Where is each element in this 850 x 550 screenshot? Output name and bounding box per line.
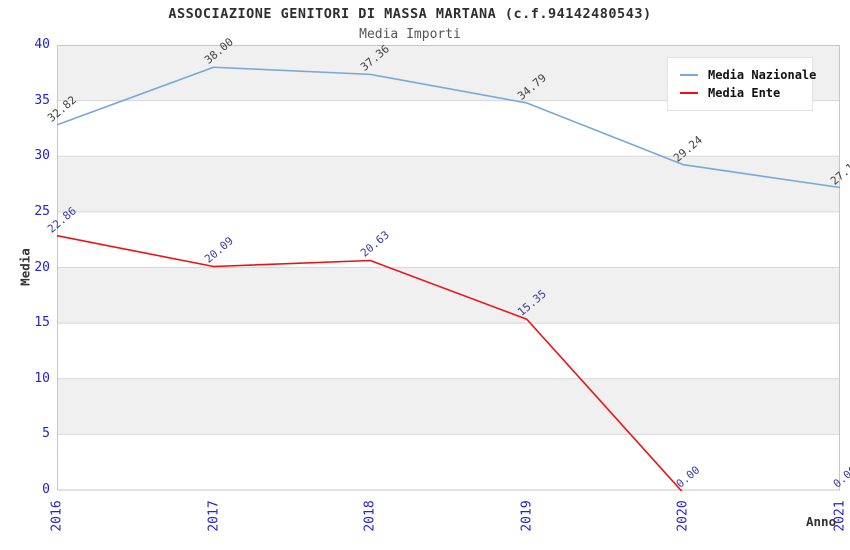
legend-item-nazionale: Media Nazionale [680,67,816,83]
x-tick-label: 2018 [362,500,378,532]
plot-area [57,45,840,491]
y-tick-label: 10 [34,370,50,386]
y-tick-label: 15 [34,315,50,331]
chart-subtitle: Media Importi [359,27,461,42]
legend-line-sample-nazionale [680,74,698,76]
x-axis-title: Anno [806,514,837,529]
x-tick-label: 2019 [519,500,535,532]
y-tick-label: 5 [42,426,50,442]
legend-label-ente: Media Ente [708,86,781,100]
y-tick-label: 20 [34,259,50,275]
y-tick-label: 40 [34,37,50,52]
legend: Media Nazionale Media Ente [667,57,816,111]
legend-line-sample-ente [680,92,698,94]
chart-title: ASSOCIAZIONE GENITORI DI MASSA MARTANA (… [168,6,652,22]
y-tick-label: 0 [42,482,50,497]
y-tick-label: 30 [34,148,50,164]
y-tick-label: 35 [34,92,50,108]
x-tick-label: 2016 [49,500,65,532]
y-axis-title: Media [17,248,33,286]
legend-item-ente: Media Ente [680,85,812,101]
x-tick-label: 2017 [206,500,222,532]
y-tick-label: 25 [34,203,50,219]
legend-label-nazionale: Media Nazionale [708,68,817,82]
x-tick-label: 2020 [675,500,691,532]
